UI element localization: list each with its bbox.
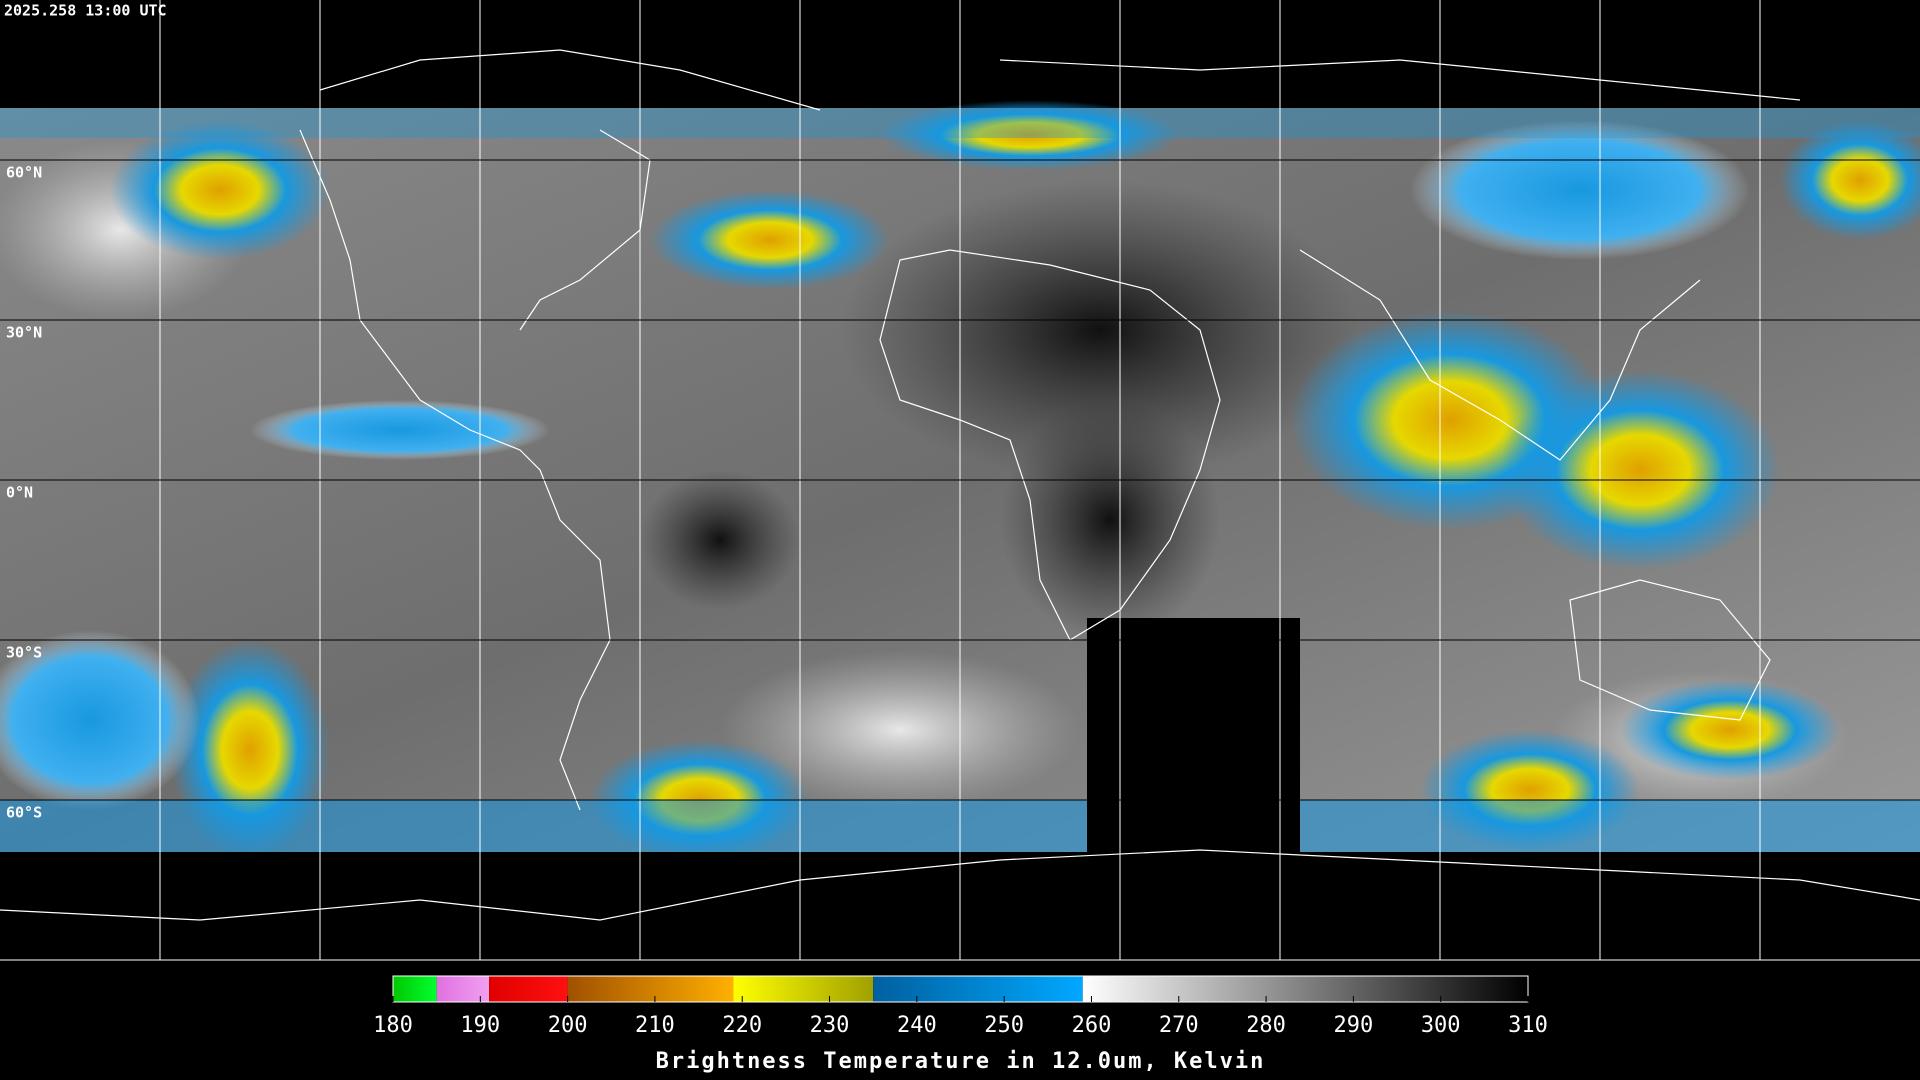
colorbar-title: Brightness Temperature in 12.0um, Kelvin xyxy=(656,1049,1266,1074)
no-data-region xyxy=(1087,618,1300,852)
cloud-system xyxy=(110,120,330,260)
latitude-label: 0°N xyxy=(6,484,33,502)
dry-region xyxy=(840,180,1360,480)
colorbar-segment xyxy=(489,976,568,1002)
dry-region xyxy=(640,470,800,610)
cloud-system xyxy=(1780,120,1920,240)
coastline xyxy=(299,129,611,811)
cloud-band xyxy=(250,400,550,460)
colorbar-tick-label: 270 xyxy=(1159,1013,1199,1038)
colorbar-segment xyxy=(733,976,874,1002)
cloud-system xyxy=(1410,120,1750,260)
cloud-swirl xyxy=(720,650,1080,810)
colorbar-tick-label: 250 xyxy=(984,1013,1024,1038)
colorbar-tick-label: 260 xyxy=(1072,1013,1112,1038)
colorbar-tick-label: 200 xyxy=(548,1013,588,1038)
cloud-system xyxy=(650,190,890,290)
colorbar-segment xyxy=(393,976,437,1002)
colorbar-tick-label: 300 xyxy=(1421,1013,1461,1038)
cloud-system xyxy=(880,100,1180,170)
cloud-system xyxy=(0,630,200,810)
colorbar-tick-label: 190 xyxy=(460,1013,500,1038)
colorbar-segment xyxy=(1082,976,1528,1002)
colorbar: 180 190 200 210 220 230 240 250 260 270 280 290 300 3… xyxy=(373,975,1548,1074)
colorbar-tick-label: 210 xyxy=(635,1013,675,1038)
graticule xyxy=(0,0,1920,961)
colorbar-tick-label: 220 xyxy=(722,1013,762,1038)
coastline xyxy=(1299,249,1701,461)
latitude-label: 60°S xyxy=(6,804,42,822)
colorbar-tick-label: 280 xyxy=(1246,1013,1286,1038)
colorbar-segment xyxy=(567,976,734,1002)
colorbar-frame xyxy=(392,975,1529,1003)
colorbar-tick-label: 310 xyxy=(1508,1013,1548,1038)
colorbar-tick-label: 180 xyxy=(373,1013,413,1038)
colorbar-tick-label: 290 xyxy=(1334,1013,1374,1038)
colorbar-tick-label: 230 xyxy=(810,1013,850,1038)
coastline xyxy=(319,49,1801,111)
cloud-system xyxy=(1500,370,1780,570)
latitude-label: 30°S xyxy=(6,644,42,662)
colorbar-segment xyxy=(873,976,1083,1002)
dry-region xyxy=(1000,400,1220,640)
timestamp: 2025.258 13:00 UTC xyxy=(4,2,167,20)
latitude-label: 30°N xyxy=(6,324,42,342)
coastline xyxy=(1569,579,1771,721)
coastline xyxy=(519,129,651,331)
colorbar-tick-label: 240 xyxy=(897,1013,937,1038)
colorbar-segment xyxy=(436,976,490,1002)
cloud-system xyxy=(1620,680,1840,780)
coastline xyxy=(0,849,1920,921)
latitude-labels: 60°N 30°N 0°N 30°S 60°S xyxy=(6,164,42,822)
latitude-label: 60°N xyxy=(6,164,42,182)
